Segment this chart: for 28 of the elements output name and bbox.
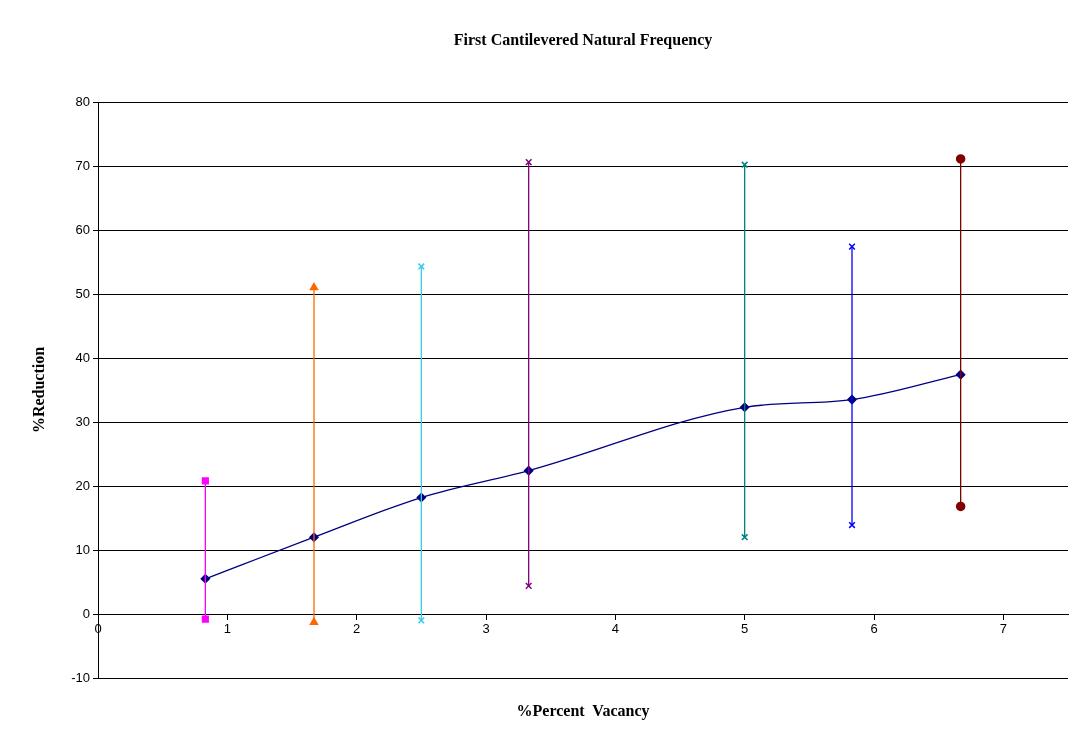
point	[417, 616, 425, 624]
y-tick-label: 70	[75, 157, 90, 173]
point	[848, 521, 856, 529]
chart-title: First Cantilevered Natural Frequency	[453, 31, 713, 50]
point	[955, 154, 966, 164]
y-tick-label: 40	[75, 349, 90, 365]
y-tick-label: 50	[75, 285, 90, 301]
x-tick-label: 3	[482, 621, 490, 637]
y-tick-label: -10	[71, 669, 90, 685]
x-tick-label: 4	[611, 621, 619, 637]
point	[201, 615, 209, 623]
x-axis-title: %Percent Vacancy	[516, 702, 650, 721]
x-tick-label: 1	[223, 621, 231, 637]
y-tick-label: 80	[75, 93, 90, 109]
y-axis-title: %Reduction	[30, 346, 48, 434]
x-tick-label: 6	[870, 621, 878, 637]
x-tick-label: 7	[999, 621, 1007, 637]
y-tick-label: 0	[82, 605, 90, 621]
x-tick-label: 5	[741, 621, 749, 637]
point	[201, 477, 209, 485]
y-tick-label: 20	[75, 477, 90, 493]
x-tick-label: 2	[353, 621, 361, 637]
y-tick-label: 30	[75, 413, 90, 429]
point	[955, 501, 966, 512]
y-tick-label: 10	[75, 541, 90, 557]
point	[741, 161, 749, 169]
y-tick-label: 60	[75, 221, 90, 237]
point	[848, 243, 856, 251]
